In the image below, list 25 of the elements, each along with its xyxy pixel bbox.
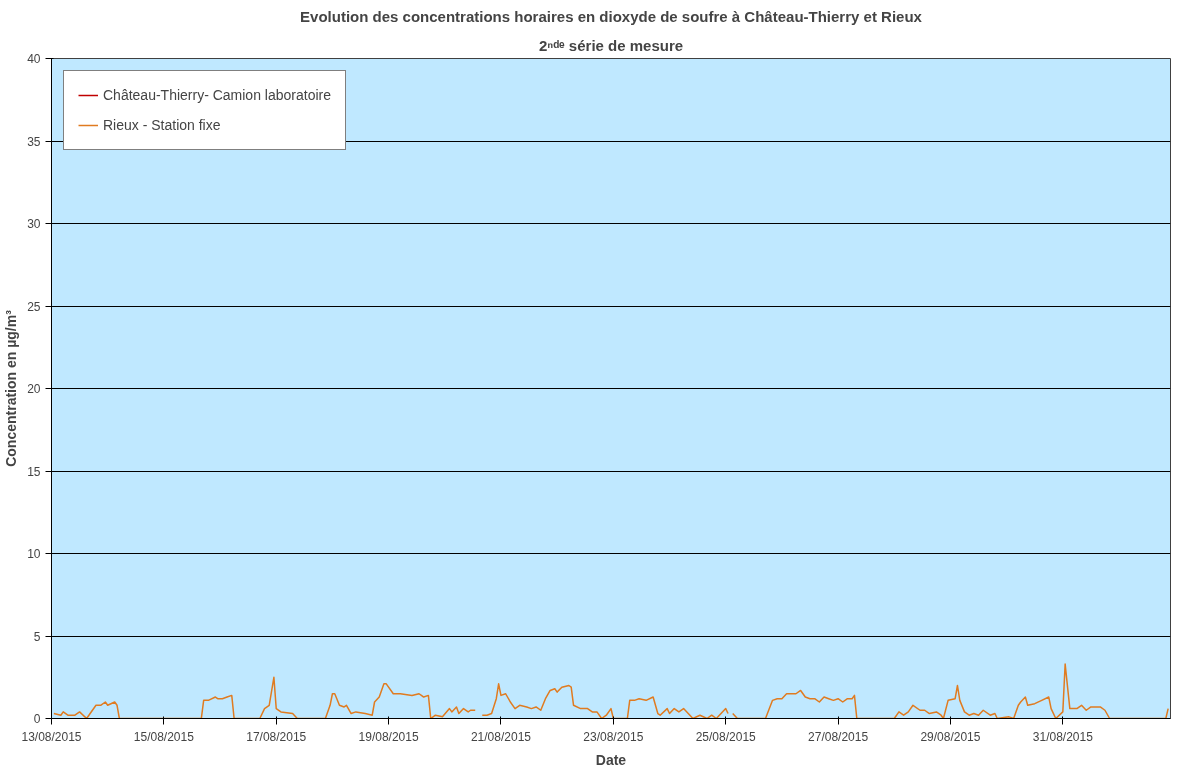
legend-label: Rieux - Station fixe [103, 117, 221, 133]
x-tick-label: 31/08/2015 [1032, 729, 1094, 744]
legend-label: Château-Thierry- Camion laboratoire [103, 87, 331, 103]
y-tick-label: 30 [27, 217, 41, 231]
y-tick-label: 40 [27, 52, 41, 66]
x-tick-label: 27/08/2015 [808, 729, 869, 744]
chart-title: Evolution des concentrations horaires en dioxyde de soufre à Château-Thierry et Rieux [300, 7, 923, 25]
y-tick-label: 5 [33, 629, 41, 644]
x-tick-label: 13/08/2015 [21, 729, 82, 744]
x-tick-label: 19/08/2015 [358, 729, 419, 744]
x-tick-label: 15/08/2015 [133, 729, 195, 744]
chart-subtitle: 2ⁿᵈᵉ série de mesure [538, 36, 684, 54]
x-tick-label: 29/08/2015 [920, 729, 981, 744]
y-tick-label: 25 [27, 299, 41, 314]
x-tick-label: 23/08/2015 [583, 729, 644, 744]
y-tick-label: 35 [27, 134, 41, 149]
x-tick-label: 17/08/2015 [246, 729, 307, 744]
x-axis-title: Date [595, 751, 627, 768]
y-tick-label: 0 [33, 712, 41, 726]
y-tick-label: 15 [27, 464, 41, 479]
x-tick-label: 25/08/2015 [695, 729, 757, 744]
x-tick-label: 21/08/2015 [470, 729, 532, 744]
y-tick-label: 10 [27, 547, 41, 561]
y-axis-title: Concentration en µg/m³ [3, 309, 20, 467]
y-tick-label: 20 [27, 382, 41, 396]
